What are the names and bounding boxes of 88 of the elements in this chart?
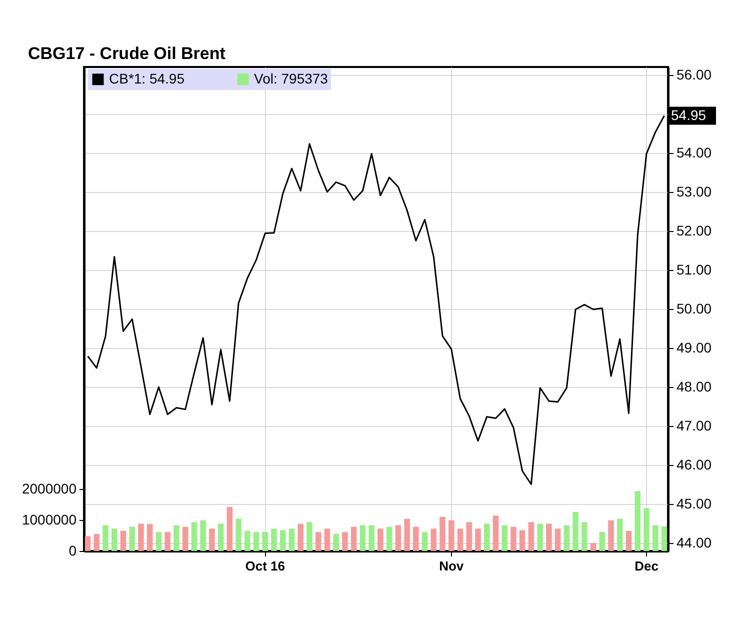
- bar: [475, 528, 481, 551]
- text: 54.95: [671, 106, 706, 123]
- y-tick-label: 47.00: [676, 418, 712, 434]
- bar: [537, 524, 543, 551]
- y2-tick-label: 1000000: [22, 511, 77, 528]
- bar: [253, 532, 260, 551]
- y-tick-label: 52.00: [676, 222, 712, 238]
- bar: [572, 512, 578, 551]
- bar: [608, 520, 614, 551]
- y-tick-label: 53.00: [676, 183, 712, 200]
- bar: [191, 522, 198, 551]
- bar: [368, 525, 374, 551]
- y-tick-label: 44.00: [676, 534, 712, 551]
- y-tick-label: 54.00: [676, 144, 712, 160]
- bar: [634, 491, 641, 551]
- bar: [661, 526, 668, 551]
- bar: [333, 534, 339, 551]
- bar: [350, 526, 357, 551]
- y-tick-label: 48.00: [676, 378, 712, 395]
- y2-tick-label: 2000000: [22, 480, 77, 496]
- bar: [288, 528, 295, 551]
- bar: [466, 522, 472, 551]
- bar: [226, 506, 233, 551]
- bar: [652, 525, 658, 551]
- bar: [342, 532, 348, 551]
- bar: [84, 536, 91, 551]
- bar: [298, 524, 304, 551]
- y-tick-label: 50.00: [676, 300, 712, 316]
- bar: [324, 528, 330, 551]
- bar: [156, 532, 162, 551]
- bar: [236, 518, 242, 551]
- bar: [280, 530, 286, 551]
- bar: [111, 528, 118, 551]
- bar: [102, 525, 108, 551]
- bar: [404, 518, 410, 551]
- bar: [617, 518, 623, 551]
- bar: [519, 530, 526, 551]
- bar: [644, 508, 650, 551]
- x-tick-label: Dec: [634, 558, 658, 574]
- bar: [546, 524, 552, 551]
- y-tick-label: 56.00: [676, 66, 712, 82]
- bar: [590, 542, 596, 551]
- bar: [209, 528, 215, 551]
- bar: [599, 532, 606, 551]
- legend-label: CB*1: 54.95: [109, 70, 185, 86]
- bar: [146, 524, 153, 551]
- bar: [440, 516, 446, 551]
- bar: [564, 525, 570, 551]
- bar: [315, 532, 322, 551]
- chart-title: CBG17 - Crude Oil Brent: [28, 44, 226, 63]
- y-tick-label: 51.00: [676, 261, 712, 278]
- x-tick-label: Nov: [439, 558, 464, 574]
- legend-label: Vol: 795373: [254, 70, 328, 86]
- bar: [395, 525, 402, 551]
- bar: [484, 524, 490, 551]
- bar: [94, 534, 100, 551]
- y-tick-label: 49.00: [676, 340, 712, 356]
- bar: [120, 530, 126, 551]
- bar: [448, 520, 454, 551]
- bar: [360, 525, 366, 551]
- y-tick-label: 46.00: [676, 456, 712, 473]
- bar: [174, 525, 180, 551]
- bar: [262, 532, 268, 551]
- y-tick-label: 45.00: [676, 496, 712, 512]
- bar: [510, 526, 516, 551]
- bar: [502, 525, 508, 551]
- bar: [306, 522, 312, 551]
- bar: [182, 526, 188, 551]
- bar: [626, 530, 632, 551]
- bar: [271, 528, 277, 551]
- bar: [244, 530, 250, 551]
- bar: [528, 522, 534, 551]
- bar: [386, 526, 392, 551]
- bar: [582, 522, 588, 551]
- bar: [138, 524, 144, 551]
- bar: [457, 528, 464, 551]
- bar: [200, 520, 206, 551]
- bar: [422, 532, 428, 551]
- bar: [218, 524, 224, 551]
- bar: [554, 528, 561, 551]
- bar: [430, 528, 437, 551]
- bar: [413, 526, 419, 551]
- bar: [164, 532, 170, 551]
- bar: [129, 526, 135, 551]
- y2-tick-label: 0: [68, 542, 77, 558]
- bar: [492, 516, 499, 551]
- x-tick-label: Oct 16: [245, 558, 286, 574]
- bar: [378, 528, 384, 551]
